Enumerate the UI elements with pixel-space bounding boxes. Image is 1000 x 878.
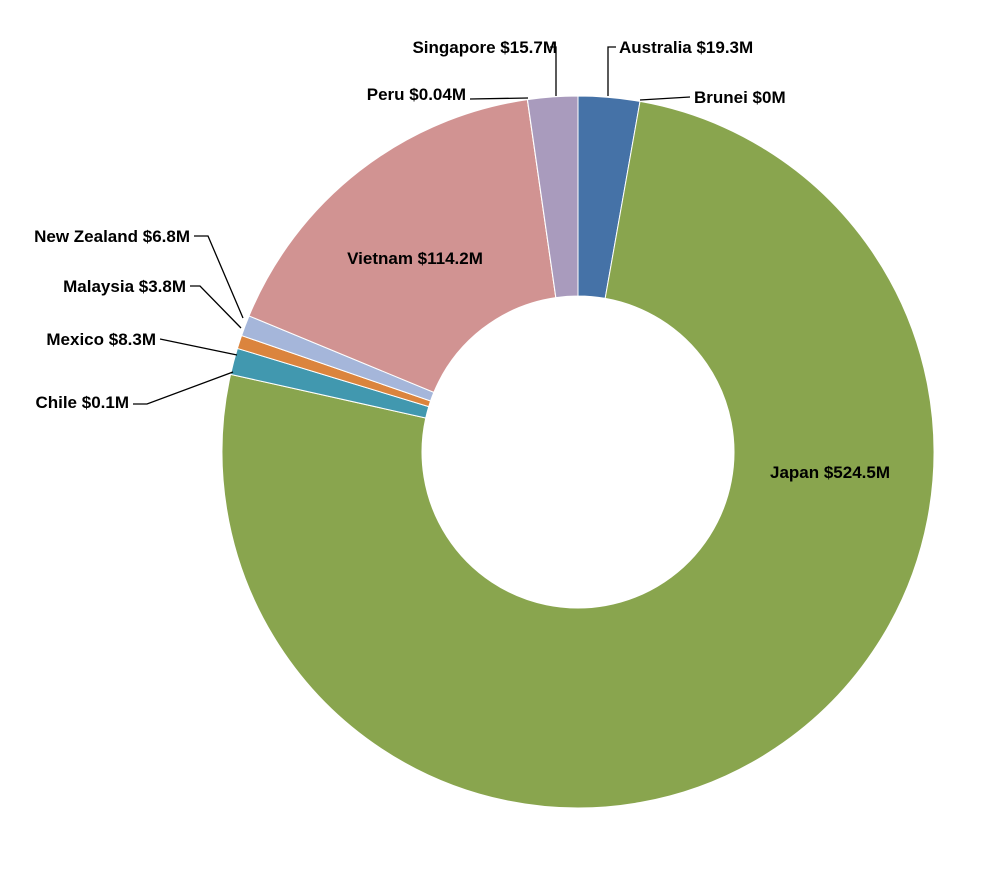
data-label-mexico: Mexico $8.3M: [46, 330, 156, 349]
leader-line-malaysia: [190, 285, 242, 329]
data-label-chile: Chile $0.1M: [35, 393, 129, 412]
slice-vietnam: [248, 99, 557, 394]
leader-line-new-zealand: [194, 235, 244, 319]
data-label-singapore: Singapore $15.7M: [412, 38, 557, 57]
leader-line-chile: [133, 371, 234, 405]
leader-line-singapore: [550, 46, 557, 96]
data-label-new-zealand: New Zealand $6.8M: [34, 227, 190, 246]
leader-line-mexico: [159, 338, 238, 356]
data-label-japan: Japan $524.5M: [770, 463, 890, 482]
data-label-malaysia: Malaysia $3.8M: [63, 277, 186, 296]
leader-line-peru: [469, 97, 529, 100]
slices-layer: [221, 95, 935, 809]
labels-layer: Singapore $15.7M Australia $19.3M Brunei $…: [34, 38, 890, 482]
leader-line-brunei: [639, 96, 691, 101]
leader-lines-layer: [133, 46, 691, 405]
slice-singapore: [526, 95, 579, 299]
leader-line-australia: [607, 46, 616, 96]
data-label-peru: Peru $0.04M: [367, 85, 466, 104]
data-label-brunei: Brunei $0M: [694, 88, 786, 107]
slice-japan: [221, 100, 935, 809]
data-label-vietnam: Vietnam $114.2M: [347, 249, 483, 268]
data-label-australia: Australia $19.3M: [619, 38, 753, 57]
